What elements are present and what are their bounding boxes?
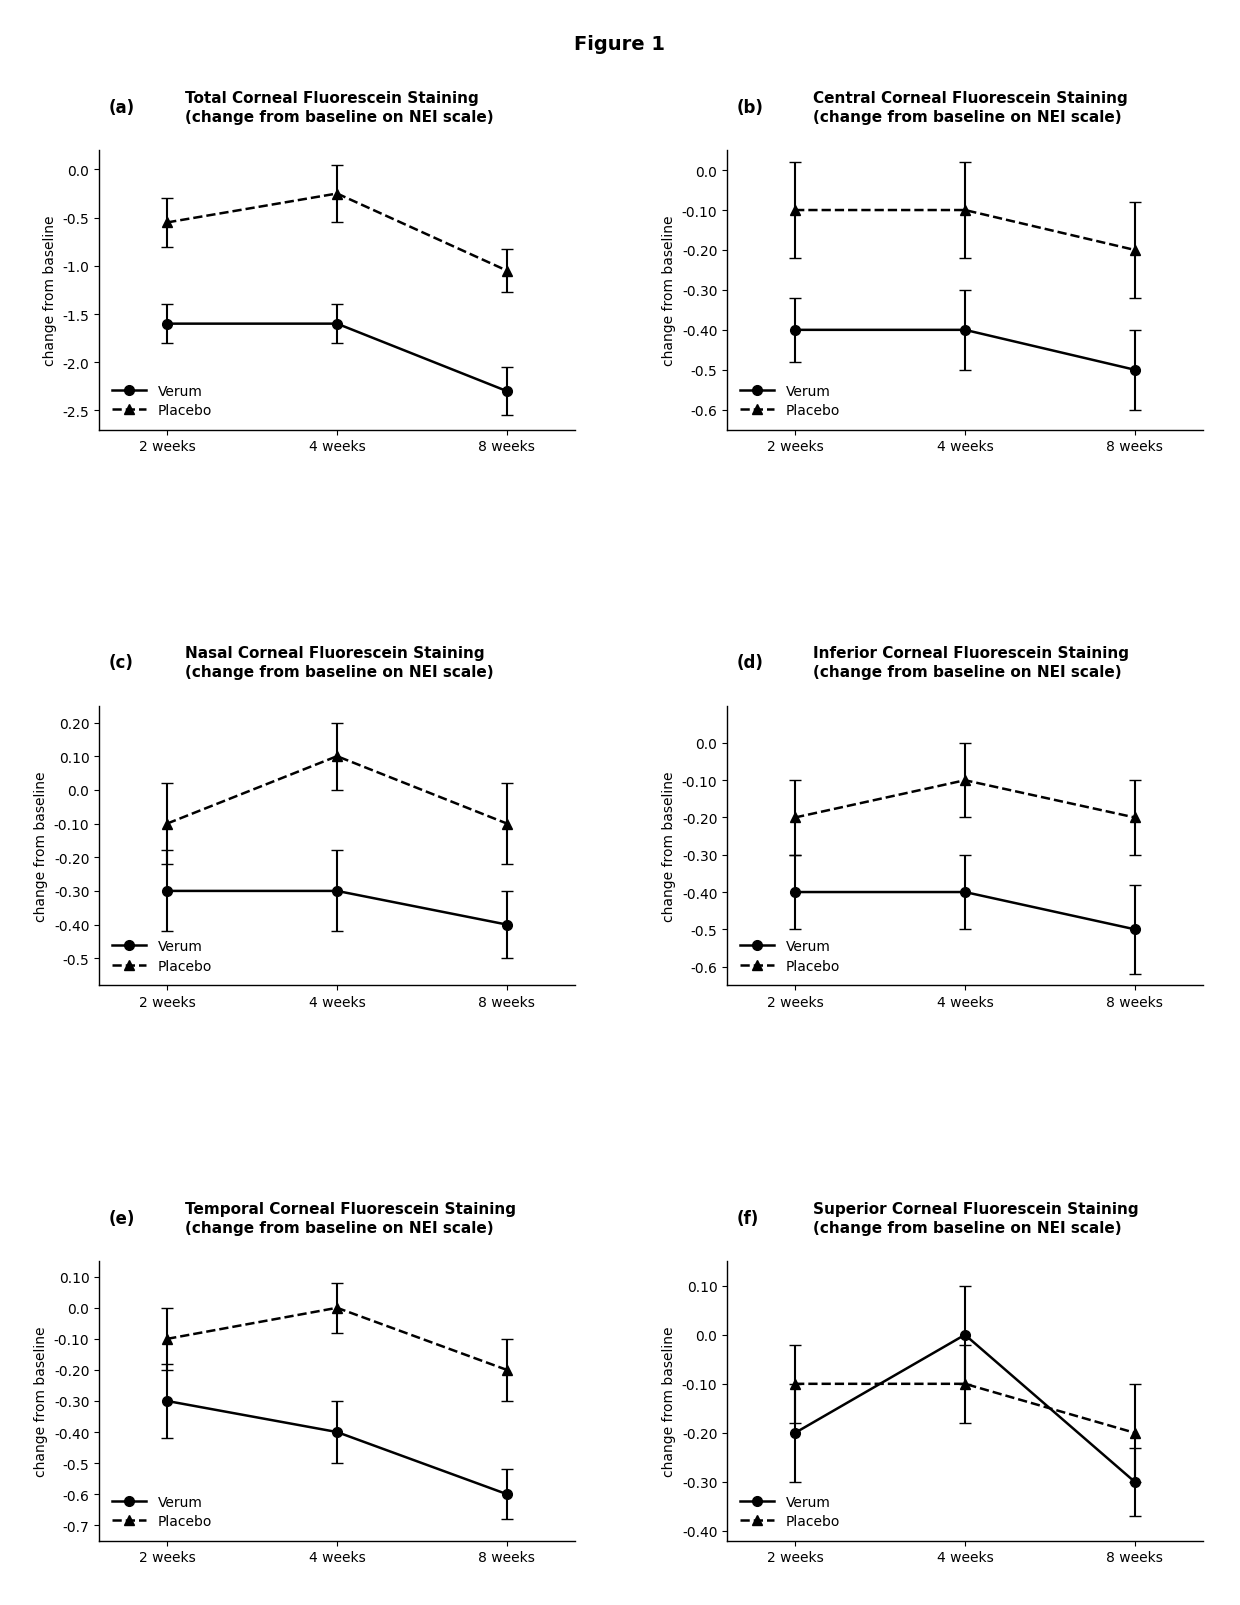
Text: (c): (c) <box>109 653 134 672</box>
Text: (e): (e) <box>109 1209 135 1228</box>
Legend: Verum, Placebo: Verum, Placebo <box>734 1489 846 1534</box>
Text: Inferior Corneal Fluorescein Staining
(change from baseline on NEI scale): Inferior Corneal Fluorescein Staining (c… <box>812 647 1128 679</box>
Y-axis label: change from baseline: change from baseline <box>43 215 57 366</box>
Y-axis label: change from baseline: change from baseline <box>35 770 48 921</box>
Text: (d): (d) <box>737 653 764 672</box>
Y-axis label: change from baseline: change from baseline <box>35 1326 48 1477</box>
Y-axis label: change from baseline: change from baseline <box>662 770 676 921</box>
Legend: Verum, Placebo: Verum, Placebo <box>107 379 217 424</box>
Text: (b): (b) <box>737 98 764 117</box>
Text: (f): (f) <box>737 1209 759 1228</box>
Text: Nasal Corneal Fluorescein Staining
(change from baseline on NEI scale): Nasal Corneal Fluorescein Staining (chan… <box>185 647 494 679</box>
Text: Central Corneal Fluorescein Staining
(change from baseline on NEI scale): Central Corneal Fluorescein Staining (ch… <box>812 91 1127 125</box>
Legend: Verum, Placebo: Verum, Placebo <box>734 379 846 424</box>
Y-axis label: change from baseline: change from baseline <box>662 1326 676 1477</box>
Legend: Verum, Placebo: Verum, Placebo <box>734 934 846 979</box>
Text: Temporal Corneal Fluorescein Staining
(change from baseline on NEI scale): Temporal Corneal Fluorescein Staining (c… <box>185 1201 516 1234</box>
Text: Total Corneal Fluorescein Staining
(change from baseline on NEI scale): Total Corneal Fluorescein Staining (chan… <box>185 91 494 125</box>
Text: (a): (a) <box>109 98 135 117</box>
Text: Figure 1: Figure 1 <box>574 35 666 55</box>
Y-axis label: change from baseline: change from baseline <box>662 215 676 366</box>
Legend: Verum, Placebo: Verum, Placebo <box>107 934 217 979</box>
Legend: Verum, Placebo: Verum, Placebo <box>107 1489 217 1534</box>
Text: Superior Corneal Fluorescein Staining
(change from baseline on NEI scale): Superior Corneal Fluorescein Staining (c… <box>812 1201 1138 1234</box>
